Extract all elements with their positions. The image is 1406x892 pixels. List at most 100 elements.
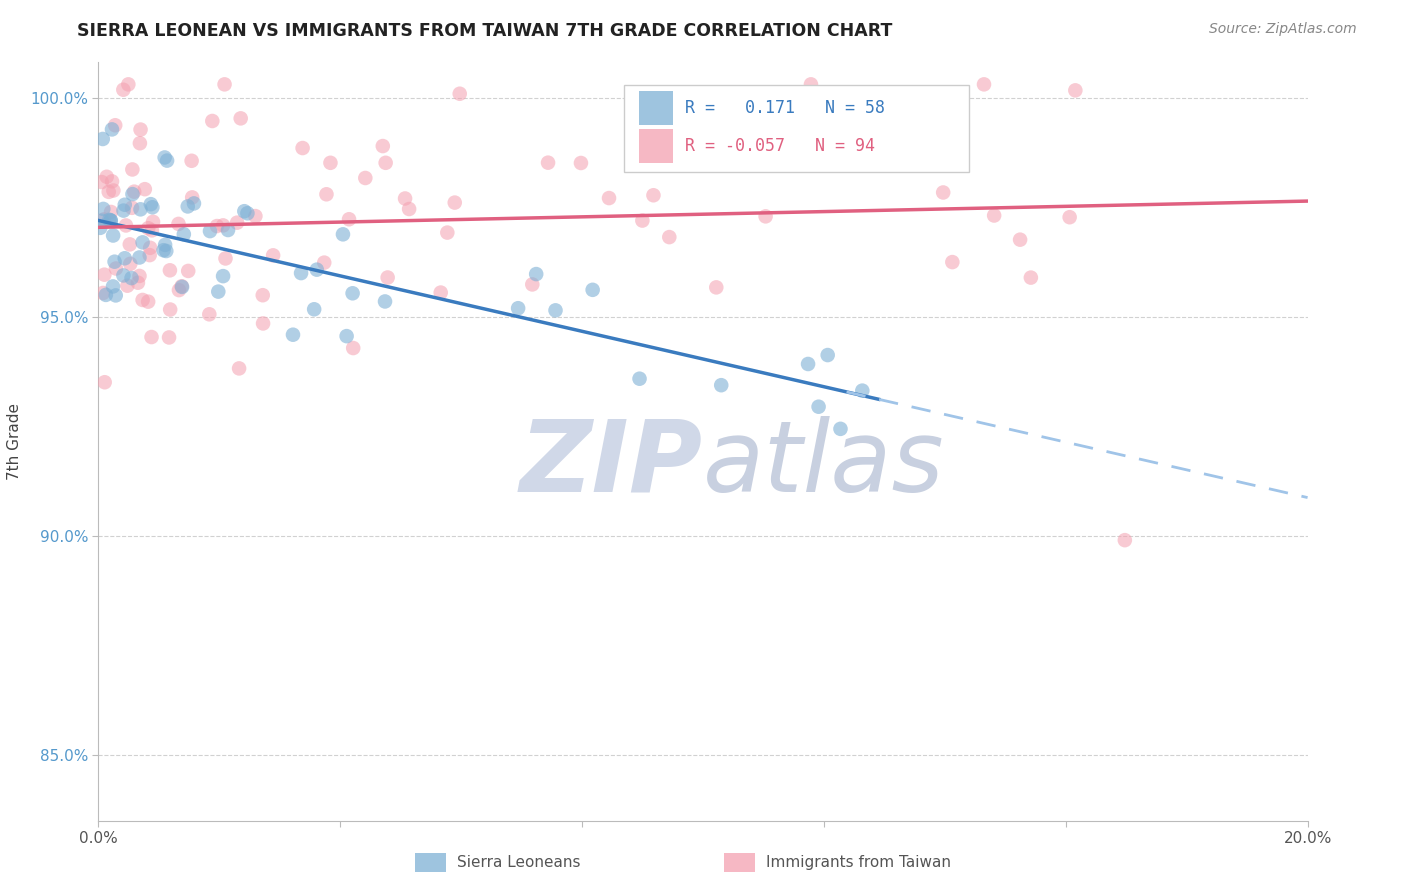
Text: R =   0.171   N = 58: R = 0.171 N = 58 — [685, 99, 884, 117]
Point — [167, 217, 190, 231]
Point — [336, 329, 359, 343]
Point — [212, 269, 235, 284]
Point — [139, 197, 162, 211]
Point — [198, 307, 221, 321]
Point — [201, 114, 224, 128]
Point — [436, 226, 458, 240]
Point — [217, 223, 239, 237]
Point — [623, 112, 645, 126]
Point — [229, 112, 252, 126]
Point — [1114, 533, 1136, 548]
Point — [159, 302, 181, 317]
Point — [214, 78, 236, 92]
Point — [983, 209, 1005, 223]
Point — [129, 202, 152, 217]
Point — [332, 227, 354, 242]
Point — [115, 219, 138, 233]
Point — [371, 139, 394, 153]
Point — [129, 122, 152, 136]
Point — [93, 268, 115, 282]
Point — [122, 185, 145, 199]
Point — [973, 78, 995, 92]
Point — [141, 330, 163, 344]
Point — [628, 372, 651, 386]
Point — [252, 288, 274, 302]
Point — [112, 83, 135, 97]
Point — [121, 201, 143, 215]
Point — [117, 278, 139, 293]
Point — [180, 153, 202, 168]
Point — [394, 192, 416, 206]
Point — [377, 270, 399, 285]
Point — [91, 132, 114, 146]
Text: R = -0.057   N = 94: R = -0.057 N = 94 — [685, 136, 875, 155]
Point — [544, 303, 567, 318]
Point — [245, 209, 267, 223]
Text: Sierra Leoneans: Sierra Leoneans — [457, 855, 581, 870]
Point — [101, 122, 124, 136]
Point — [374, 294, 396, 309]
Point — [374, 156, 396, 170]
Point — [112, 268, 135, 283]
Point — [658, 230, 681, 244]
Point — [152, 244, 174, 258]
Point — [291, 141, 314, 155]
Point — [170, 279, 193, 293]
Point — [100, 213, 122, 227]
Point — [141, 200, 163, 214]
Point — [704, 280, 727, 294]
Point — [167, 283, 190, 297]
Point — [103, 254, 125, 268]
Point — [342, 341, 364, 355]
Point — [157, 330, 180, 344]
Point — [1010, 233, 1032, 247]
Point — [91, 285, 114, 300]
Point — [112, 203, 135, 218]
Point — [643, 188, 665, 202]
Point — [302, 302, 325, 317]
Point — [138, 248, 160, 262]
Point — [233, 204, 256, 219]
Point — [170, 280, 193, 294]
Point — [127, 276, 149, 290]
Point — [104, 118, 127, 132]
Point — [315, 187, 337, 202]
Point — [1019, 270, 1042, 285]
Point — [104, 288, 127, 302]
Point — [100, 205, 122, 219]
Point — [524, 267, 547, 281]
Point — [136, 294, 159, 309]
Point — [226, 216, 249, 230]
Point — [141, 223, 163, 237]
Point — [153, 238, 176, 252]
Point — [710, 378, 733, 392]
Point — [181, 190, 204, 204]
Point — [443, 195, 465, 210]
Point — [807, 400, 830, 414]
Point — [305, 262, 328, 277]
Point — [932, 186, 955, 200]
Point — [91, 202, 114, 216]
Point — [817, 348, 839, 362]
Point — [114, 198, 136, 212]
Point — [134, 182, 156, 196]
Point — [314, 255, 336, 269]
Point — [825, 115, 848, 129]
Point — [118, 237, 141, 252]
Point — [155, 244, 177, 258]
Point — [236, 206, 259, 220]
Point — [262, 248, 284, 262]
Point — [131, 293, 153, 307]
Point — [114, 252, 136, 266]
FancyBboxPatch shape — [624, 85, 969, 172]
Point — [569, 156, 592, 170]
Text: ZIP: ZIP — [520, 416, 703, 513]
Point — [97, 185, 120, 199]
Point — [290, 266, 312, 280]
Point — [212, 219, 235, 233]
Point — [205, 219, 228, 233]
Point — [139, 241, 162, 255]
Point — [104, 261, 127, 276]
Point — [449, 87, 471, 101]
Text: atlas: atlas — [703, 416, 945, 513]
